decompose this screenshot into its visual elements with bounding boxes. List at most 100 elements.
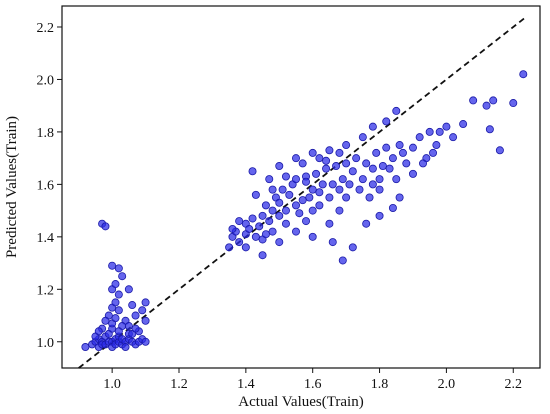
data-point: [435, 127, 444, 136]
data-point: [328, 238, 337, 247]
data-point: [335, 206, 344, 215]
y-tick-label: 2.0: [37, 73, 55, 88]
data-point: [248, 167, 257, 176]
y-axis-label: Predicted Values(Train): [4, 116, 20, 258]
data-point: [235, 217, 244, 226]
data-point: [348, 243, 357, 252]
data-point: [315, 201, 324, 210]
data-point: [519, 70, 528, 79]
x-axis-label: Actual Values(Train): [238, 394, 363, 410]
data-point: [385, 164, 394, 173]
data-point: [121, 343, 130, 352]
data-point: [332, 162, 341, 171]
data-point: [118, 272, 127, 281]
data-point: [348, 167, 357, 176]
x-tick-label: 1.0: [103, 377, 121, 392]
data-point: [298, 196, 307, 205]
data-point: [302, 217, 311, 226]
data-point: [291, 154, 300, 163]
data-point: [278, 185, 287, 194]
y-tick-label: 1.2: [37, 283, 55, 298]
data-point: [322, 156, 331, 165]
data-point: [268, 185, 277, 194]
data-point: [138, 306, 147, 315]
data-point: [101, 222, 110, 231]
data-point: [265, 175, 274, 184]
data-point: [375, 175, 384, 184]
data-point: [281, 219, 290, 228]
data-point: [392, 175, 401, 184]
y-tick-label: 1.8: [37, 126, 55, 141]
data-point: [308, 232, 317, 241]
data-point: [322, 164, 331, 173]
data-point: [308, 185, 317, 194]
data-point: [108, 261, 117, 270]
data-point: [124, 285, 133, 294]
data-point: [395, 193, 404, 202]
data-point: [298, 159, 307, 168]
data-point: [114, 327, 123, 336]
data-point: [388, 203, 397, 212]
data-point: [342, 159, 351, 168]
data-point: [295, 209, 304, 218]
data-point: [352, 154, 361, 163]
data-point: [141, 316, 150, 325]
data-point: [482, 101, 491, 110]
data-point: [241, 243, 250, 252]
data-point: [395, 141, 404, 150]
data-point: [415, 133, 424, 142]
y-tick-label: 1.6: [37, 178, 55, 193]
data-point: [368, 164, 377, 173]
data-point: [442, 122, 451, 131]
data-point: [255, 222, 264, 231]
data-point: [338, 175, 347, 184]
data-point: [251, 190, 260, 199]
data-point: [328, 180, 337, 189]
data-point: [261, 230, 270, 239]
x-tick-label: 2.2: [505, 377, 523, 392]
data-point: [408, 143, 417, 152]
data-point: [325, 193, 334, 202]
data-point: [228, 224, 237, 233]
data-point: [408, 169, 417, 178]
data-point: [368, 122, 377, 131]
data-point: [378, 162, 387, 171]
data-point: [291, 201, 300, 210]
data-point: [291, 175, 300, 184]
data-point: [372, 148, 381, 157]
data-point: [258, 211, 267, 220]
data-point: [81, 343, 90, 352]
data-point: [338, 256, 347, 265]
x-tick-label: 1.8: [371, 377, 389, 392]
data-point: [315, 188, 324, 197]
data-point: [101, 316, 110, 325]
data-point: [402, 159, 411, 168]
data-point: [265, 217, 274, 226]
y-tick-label: 1.0: [37, 336, 55, 351]
x-tick-label: 1.2: [170, 377, 188, 392]
data-point: [141, 337, 150, 346]
y-tick-label: 1.4: [37, 231, 55, 246]
axis-ticks: 1.0 1.2 1.4 1.6 1.8 2.0 2.2 1.0 1.2 1.4 1.6 1.8 2.0 2…: [37, 21, 523, 392]
data-point: [368, 180, 377, 189]
data-point: [388, 154, 397, 163]
data-point: [268, 227, 277, 236]
data-point: [285, 190, 294, 199]
data-point: [302, 177, 311, 186]
data-point: [251, 232, 260, 241]
data-point: [94, 327, 103, 336]
data-point: [419, 159, 428, 168]
data-point: [335, 148, 344, 157]
data-point: [275, 211, 284, 220]
x-tick-label: 1.6: [304, 377, 322, 392]
data-point: [114, 264, 123, 273]
data-point: [111, 314, 120, 323]
data-point: [375, 185, 384, 194]
data-point: [362, 159, 371, 168]
data-point: [342, 141, 351, 150]
data-point: [131, 311, 140, 320]
data-point: [318, 180, 327, 189]
data-point: [429, 148, 438, 157]
data-point: [449, 133, 458, 142]
